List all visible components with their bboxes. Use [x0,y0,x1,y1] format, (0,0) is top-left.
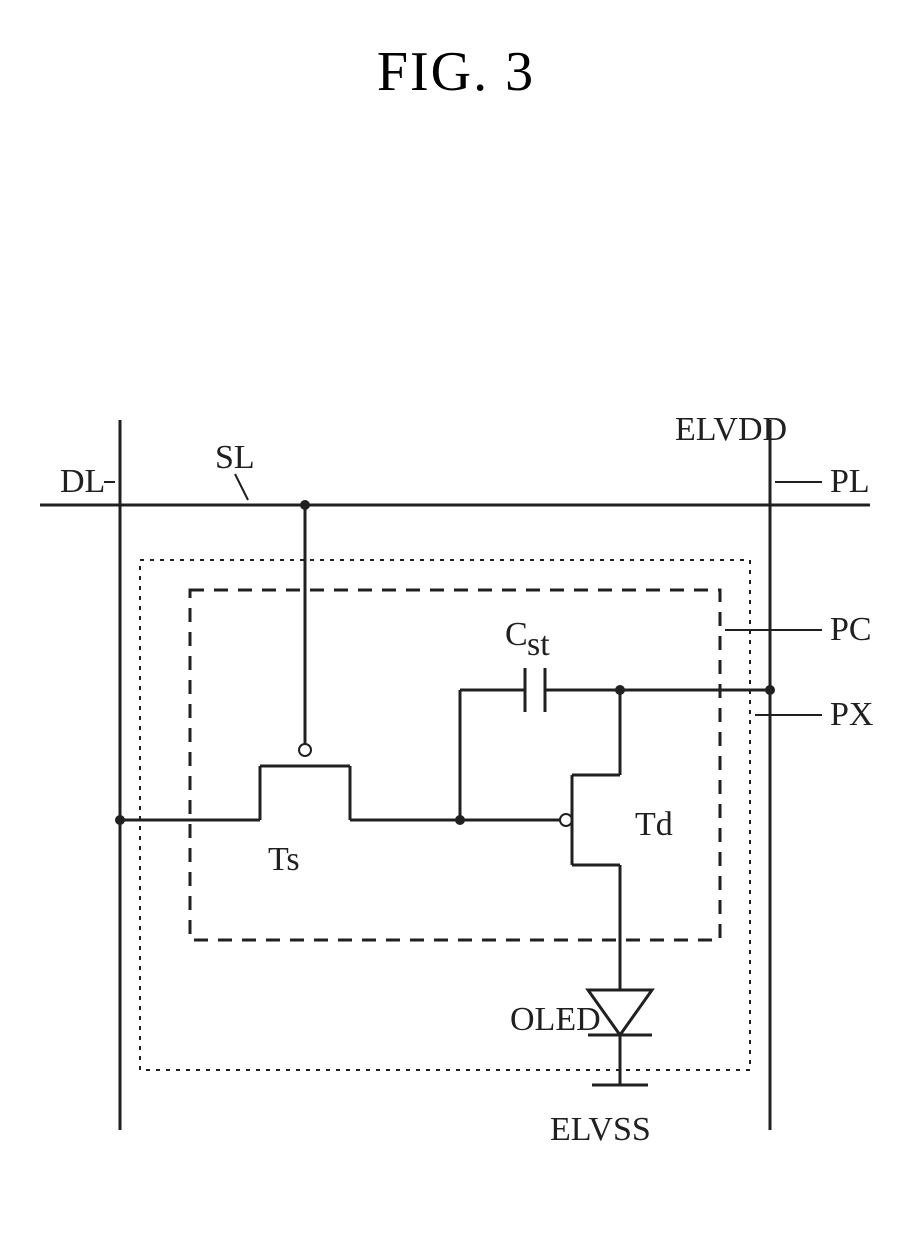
svg-text:SL: SL [215,439,255,476]
figure-page: FIG. 3 DLSLELVDDPLPCPXTsTdCstOLEDELVSS [0,0,912,1248]
svg-text:C: C [505,616,528,653]
svg-text:ELVDD: ELVDD [675,411,787,448]
svg-text:DL: DL [60,463,105,500]
pixel-circuit-schematic: DL SL ELVDD PL PC PX Ts Td Cst OLED ELVSS [0,0,912,1248]
svg-text:ELVSS: ELVSS [550,1111,651,1148]
svg-text:OLED: OLED [510,1001,601,1038]
svg-text:st: st [527,626,550,663]
svg-text:PC: PC [830,611,872,648]
svg-text:Td: Td [635,806,673,843]
svg-text:PX: PX [830,696,873,733]
svg-text:PL: PL [830,463,870,500]
svg-text:Ts: Ts [268,841,300,878]
